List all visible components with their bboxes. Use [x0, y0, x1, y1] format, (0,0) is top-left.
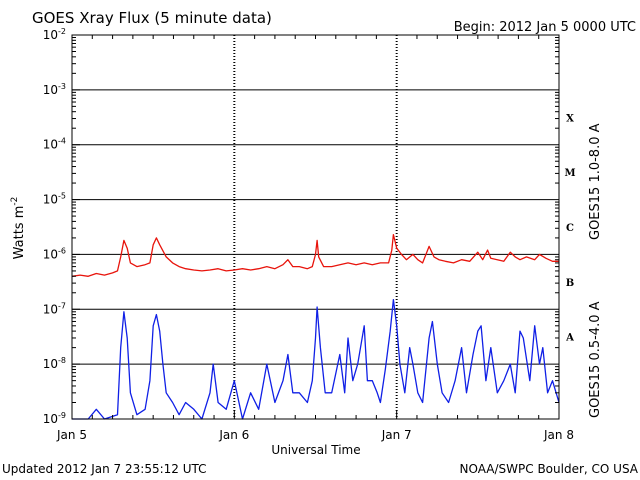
flare-class-labels: X M C B A — [564, 113, 575, 343]
plot-frame — [71, 34, 560, 420]
y-axis-label: Watts m-2 — [10, 197, 27, 260]
y-axis-ticks: 10-2 10-3 10-4 10-5 10-6 10-7 10-8 10-9 — [43, 27, 559, 426]
y-tick-label: 10-8 — [43, 356, 66, 371]
begin-label: Begin: 2012 Jan 5 0000 UTC — [454, 20, 636, 35]
x-axis-ticks: Jan 5 Jan 6 Jan 7 Jan 8 — [56, 35, 574, 442]
flare-class-a: A — [565, 333, 574, 344]
grid — [72, 35, 559, 419]
x-tick-label: Jan 8 — [543, 428, 574, 442]
svg-text:Watts m-2: Watts m-2 — [10, 197, 27, 260]
y-tick-label: 10-5 — [43, 192, 66, 207]
legend-series-long: GOES15 1.0-8.0 A — [588, 123, 603, 240]
y-tick-label: 10-3 — [43, 82, 66, 97]
flare-class-x: X — [566, 113, 574, 124]
y-tick-label: 10-4 — [43, 137, 66, 152]
legend-series-short: GOES15 0.5-4.0 A — [588, 301, 603, 418]
series-line-long-wavelength — [71, 233, 559, 277]
x-tick-label: Jan 5 — [56, 428, 87, 442]
flare-class-b: B — [566, 278, 574, 289]
x-tick-label: Jan 6 — [218, 428, 249, 442]
y-tick-label: 10-2 — [43, 27, 66, 42]
flare-class-m: M — [564, 168, 575, 179]
footer-updated: Updated 2012 Jan 7 23:55:12 UTC — [2, 462, 207, 476]
chart-title: GOES Xray Flux (5 minute data) — [32, 9, 272, 27]
footer-credit: NOAA/SWPC Boulder, CO USA — [460, 462, 639, 476]
series-lines — [71, 233, 560, 420]
y-axis-label-base: Watts m — [12, 206, 27, 260]
y-tick-label: 10-7 — [43, 301, 66, 316]
y-tick-label: 10-9 — [43, 411, 66, 426]
flare-class-c: C — [566, 223, 574, 234]
y-tick-label: 10-6 — [43, 246, 66, 261]
y-axis-label-exp: -2 — [10, 197, 20, 206]
series-line-short-wavelength — [72, 298, 560, 420]
x-tick-label: Jan 7 — [381, 428, 412, 442]
x-axis-label: Universal Time — [271, 443, 360, 457]
